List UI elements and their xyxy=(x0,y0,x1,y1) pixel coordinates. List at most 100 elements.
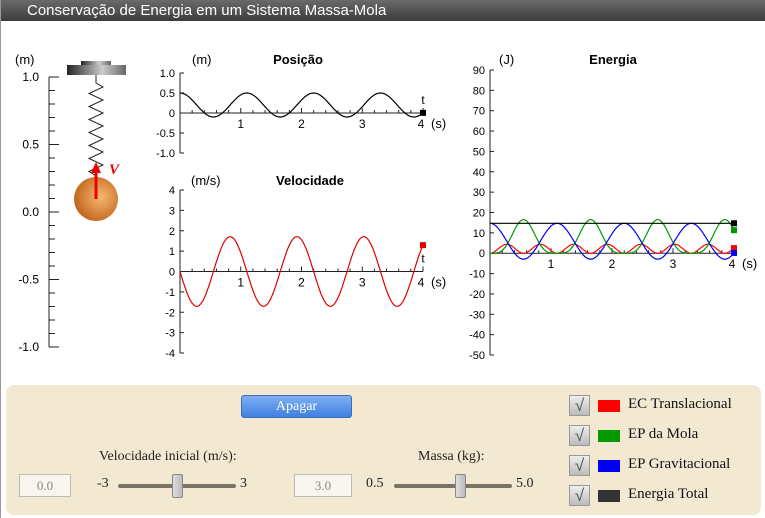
y-tick-label: 30 xyxy=(473,187,485,199)
scale-unit: (m) xyxy=(15,52,35,67)
y-tick-label: 10 xyxy=(473,228,485,240)
y-tick-label: 0 xyxy=(169,267,175,279)
y-tick-label: -20 xyxy=(469,289,485,301)
legend-checkbox[interactable]: √ xyxy=(569,485,590,506)
legend-color-swatch xyxy=(598,400,620,412)
y-tick-label: -4 xyxy=(165,348,175,360)
x-tick-label: 1 xyxy=(237,117,244,131)
legend-label: Energia Total xyxy=(628,486,709,502)
clear-button[interactable]: Apagar xyxy=(241,395,352,418)
velocity-label: Velocidade inicial (m/s): xyxy=(99,449,237,464)
y-tick-label: 1.0 xyxy=(160,68,175,80)
x-tick-label: 4 xyxy=(729,257,736,271)
series-endpoint-marker xyxy=(731,249,737,256)
series-line-curve xyxy=(179,236,424,307)
y-tick-label: -40 xyxy=(469,330,485,342)
y-tick-label: -0.5 xyxy=(156,128,175,140)
y-tick-label: 20 xyxy=(473,208,485,220)
y-tick-label: 0.5 xyxy=(160,88,175,100)
y-axis-unit: (m) xyxy=(192,52,212,67)
series-line-ep-gravitacional xyxy=(490,222,735,260)
legend-checkbox[interactable]: √ xyxy=(569,455,590,476)
legend-label: EC Translacional xyxy=(628,396,732,412)
x-tick-label: 2 xyxy=(298,117,305,131)
x-axis-unit: (s) xyxy=(431,275,446,290)
mass-slider-track[interactable] xyxy=(394,484,512,488)
y-tick-label: 2 xyxy=(169,226,175,238)
x-tick-label: 2 xyxy=(298,276,305,290)
chart-title: Energia xyxy=(589,52,637,67)
y-axis-unit: (m/s) xyxy=(191,173,221,188)
x-tick-label: 4 xyxy=(418,117,425,131)
scale-tick-label: -0.5 xyxy=(18,273,39,287)
legend-checkbox[interactable]: √ xyxy=(569,395,590,416)
velocity-max-label: 3 xyxy=(240,476,247,491)
x-tick-label: 1 xyxy=(548,257,555,271)
y-tick-label: 50 xyxy=(473,146,485,158)
series-endpoint-marker xyxy=(731,227,737,234)
x-axis-label: t xyxy=(421,93,425,107)
legend-color-swatch xyxy=(598,430,620,442)
series-endpoint-marker xyxy=(731,220,737,227)
mass-label: Massa (kg): xyxy=(418,449,485,464)
y-tick-label: 70 xyxy=(473,106,485,118)
velocity-slider-thumb[interactable] xyxy=(172,474,183,498)
position-scale: (m) 1.0 0.5 0.0 -0.5 -1.0 xyxy=(15,52,59,354)
series-line-ep-da-mola xyxy=(490,218,735,254)
y-tick-label: -50 xyxy=(469,350,485,362)
x-axis-unit: (s) xyxy=(742,256,757,271)
x-axis-label: t xyxy=(421,252,425,266)
x-tick-label: 1 xyxy=(237,276,244,290)
velocity-min-label: -3 xyxy=(97,476,109,491)
x-tick-label: 4 xyxy=(418,276,425,290)
y-tick-label: 0 xyxy=(479,248,485,260)
y-tick-label: -1.0 xyxy=(156,148,175,160)
legend-label: EP Gravitacional xyxy=(628,456,731,472)
series-endpoint-marker xyxy=(420,242,426,249)
x-axis-unit: (s) xyxy=(431,116,446,131)
chart-title: Posição xyxy=(273,52,323,67)
x-tick-label: 3 xyxy=(670,257,677,271)
legend-label: EP da Mola xyxy=(628,426,699,442)
x-tick-label: 2 xyxy=(609,257,616,271)
y-tick-label: 1 xyxy=(169,246,175,258)
legend-checkbox[interactable]: √ xyxy=(569,425,590,446)
series-endpoint-marker xyxy=(731,245,737,252)
scale-tick-label: -1.0 xyxy=(18,340,39,354)
y-tick-label: 60 xyxy=(473,126,485,138)
y-tick-label: -10 xyxy=(469,269,485,281)
y-tick-label: 80 xyxy=(473,85,485,97)
y-tick-label: 3 xyxy=(169,205,175,217)
y-tick-label: 90 xyxy=(473,65,485,77)
mass-slider-thumb[interactable] xyxy=(455,474,467,498)
window-title: Conservação de Energia em um Sistema Mas… xyxy=(1,0,765,21)
chart-1: Velocidade (m/s) 4 3 2 1 0 -1 -2 -3 -4 1 2 3 4 (s) t xyxy=(165,173,446,360)
mass-min-label: 0.5 xyxy=(366,476,384,491)
y-tick-label: -1 xyxy=(165,287,175,299)
velocity-arrow-head xyxy=(91,162,101,173)
y-tick-label: -30 xyxy=(469,309,485,321)
series-endpoint-marker xyxy=(420,109,426,116)
y-tick-label: 4 xyxy=(169,185,175,197)
scale-tick-label: 0.0 xyxy=(22,205,39,219)
y-tick-label: 0 xyxy=(169,108,175,120)
legend-color-swatch xyxy=(598,490,620,502)
y-tick-label: -2 xyxy=(165,307,175,319)
y-axis-unit: (J) xyxy=(499,52,514,67)
x-tick-label: 3 xyxy=(359,117,366,131)
scale-tick-label: 1.0 xyxy=(22,70,39,84)
mass-value-field[interactable]: 3.0 xyxy=(294,474,352,497)
velocity-value-field[interactable]: 0.0 xyxy=(19,474,71,497)
spring-mount xyxy=(67,61,126,75)
mass-max-label: 5.0 xyxy=(516,476,534,491)
series-line-curve xyxy=(180,92,424,118)
spring xyxy=(87,75,105,177)
scale-tick-label: 0.5 xyxy=(22,138,39,152)
y-tick-label: 40 xyxy=(473,167,485,179)
legend-color-swatch xyxy=(598,460,620,472)
y-tick-label: -3 xyxy=(165,328,175,340)
control-panel: Apagar Velocidade inicial (m/s): 0.0 -3 … xyxy=(6,385,761,515)
chart-title: Velocidade xyxy=(276,173,344,188)
chart-2: Energia (J) 90 80 70 60 50 40 30 20 10 0 -10 -20 -30 -4… xyxy=(469,52,757,362)
chart-0: Posição (m) 1.0 0.5 0 -0.5 -1.0 1 2 3 4 (s) t xyxy=(156,52,446,160)
